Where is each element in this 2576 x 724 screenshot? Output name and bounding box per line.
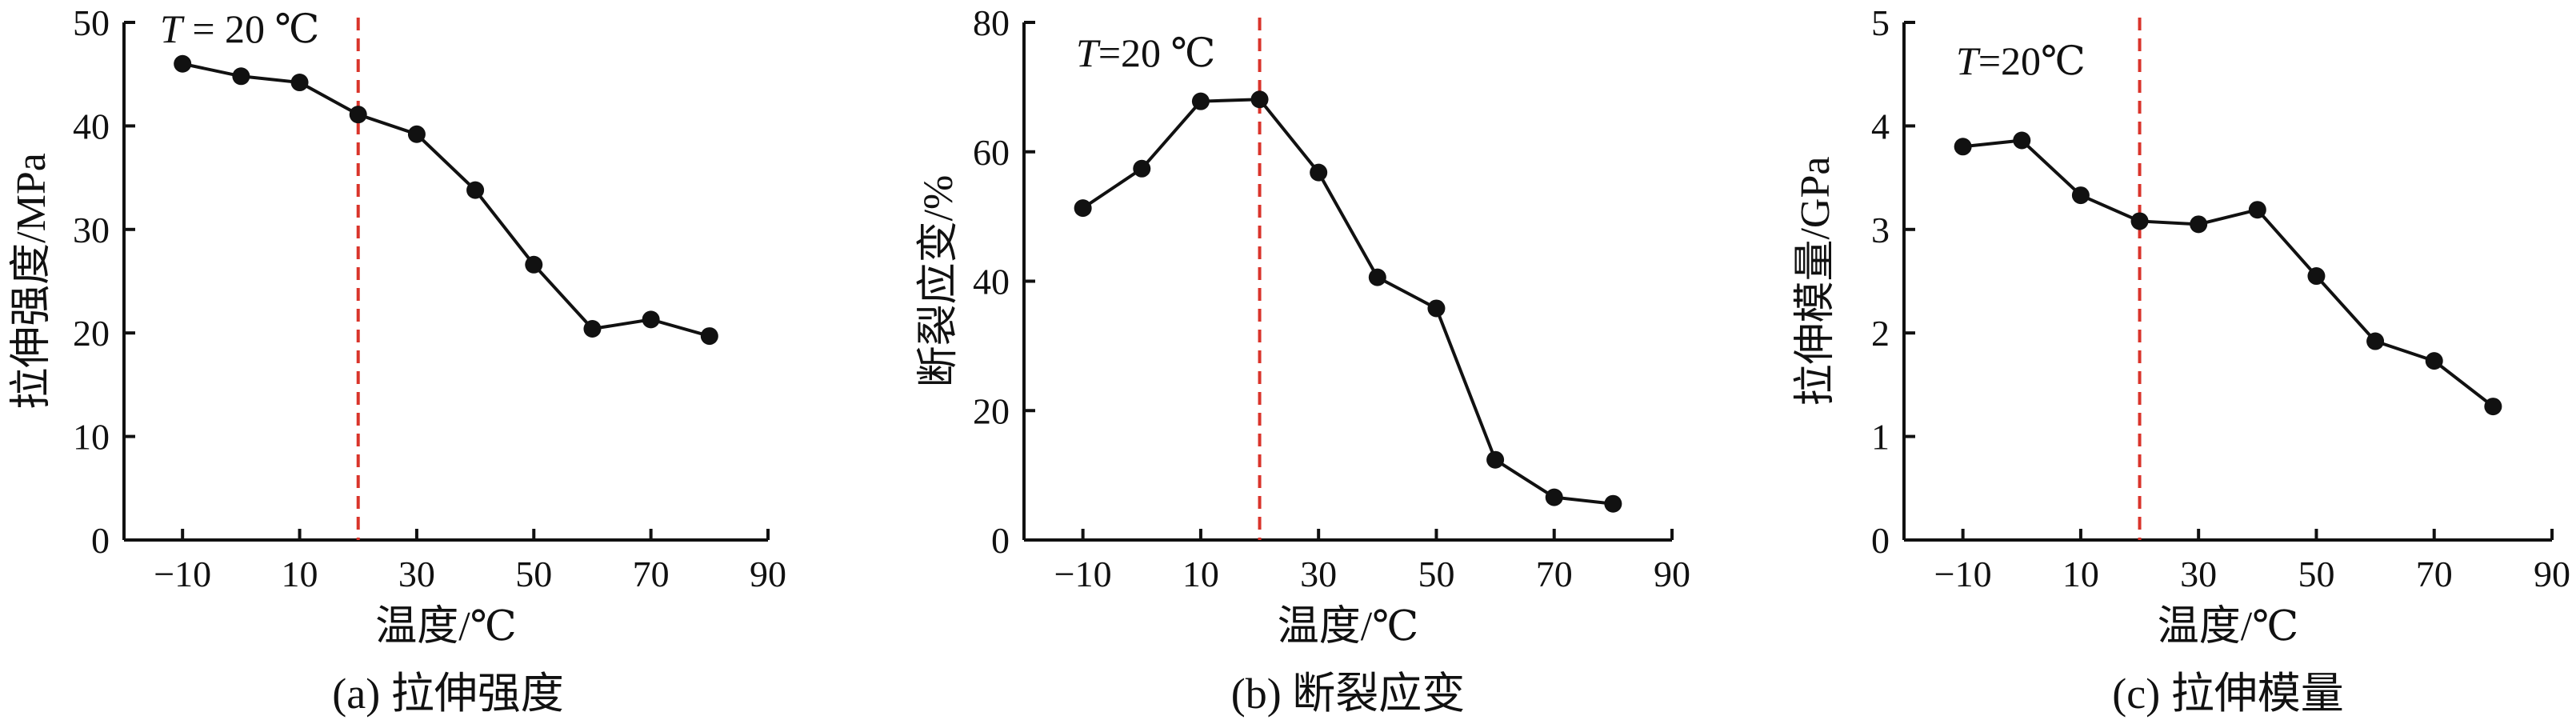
x-tick-label: 50 <box>515 554 552 594</box>
y-tick-label: 3 <box>1871 210 1890 250</box>
data-point <box>2013 131 2031 150</box>
data-point <box>1074 199 1092 218</box>
x-tick-label: 90 <box>750 554 786 594</box>
data-point <box>1427 299 1446 318</box>
y-tick-label: 1 <box>1871 417 1890 458</box>
x-axis-label: 温度/℃ <box>2158 604 2299 650</box>
x-axis-label: 温度/℃ <box>1278 604 1419 650</box>
y-tick-label: 80 <box>973 2 1010 43</box>
y-tick-label: 0 <box>91 520 110 561</box>
x-tick-label: 50 <box>2298 554 2334 594</box>
annotation-variable: T <box>1956 38 1981 83</box>
x-tick-label: −10 <box>154 554 211 594</box>
x-tick-label: −10 <box>1934 554 1992 594</box>
annotation-value: = 20 ℃ <box>182 6 320 51</box>
annotation-value: =20 ℃ <box>1098 30 1216 75</box>
data-point <box>2366 332 2385 350</box>
x-tick-label: −10 <box>1054 554 1112 594</box>
x-tick-label: 30 <box>1300 554 1337 594</box>
data-point <box>466 181 485 199</box>
y-tick-label: 40 <box>73 106 110 146</box>
y-axis-label: 拉伸模量/GPa <box>1793 156 1838 406</box>
annotation-label: T = 20 ℃ <box>160 6 319 51</box>
series-line <box>1082 98 1614 506</box>
data-point <box>642 310 660 329</box>
data-point <box>525 255 543 274</box>
x-tick-label: 70 <box>1536 554 1573 594</box>
panel-caption: (a) 拉伸强度 <box>332 670 563 718</box>
data-point <box>232 67 250 86</box>
y-tick-label: 0 <box>991 520 1010 561</box>
data-point <box>2248 201 2266 219</box>
x-tick-label: 50 <box>1418 554 1454 594</box>
panel-tensile-modulus: 0 1 2 3 4 5 −10 10 30 50 70 90 T=20℃ 拉伸模量/GPa 温度/℃ (c) … <box>1793 2 2570 718</box>
y-axis-label: 断裂应变/% <box>916 175 962 388</box>
y-tick-label: 10 <box>73 417 110 458</box>
data-point <box>2484 398 2502 416</box>
data-point <box>1133 159 1151 178</box>
data-point <box>2307 267 2326 286</box>
y-tick-label: 4 <box>1871 106 1890 146</box>
x-tick-label: 10 <box>282 554 318 594</box>
y-tick-label: 40 <box>973 262 1010 302</box>
data-point <box>1191 92 1210 110</box>
data-point <box>583 320 602 338</box>
annotation-label: T=20 ℃ <box>1076 30 1215 75</box>
data-point <box>1486 450 1505 469</box>
x-tick-label: 30 <box>398 554 435 594</box>
panel-caption: (b) 断裂应变 <box>1231 670 1465 718</box>
data-point <box>2425 352 2443 370</box>
y-tick-label: 50 <box>73 2 110 43</box>
annotation-variable: T <box>160 6 185 51</box>
series-line <box>182 62 710 338</box>
y-axis-label: 拉伸强度/MPa <box>9 153 54 410</box>
y-tick-label: 20 <box>73 313 110 354</box>
data-point <box>174 54 192 73</box>
x-tick-label: 10 <box>2062 554 2099 594</box>
x-tick-label: 70 <box>633 554 670 594</box>
y-tick-label: 20 <box>973 390 1010 431</box>
y-tick-label: 0 <box>1871 520 1890 561</box>
data-point <box>290 74 309 92</box>
panel-fracture-strain: 0 20 40 60 80 −10 10 30 50 70 90 T=20 ℃ 断裂应变/% 温度/℃ (b… <box>916 2 1690 718</box>
y-tick-label: 60 <box>973 132 1010 173</box>
data-point <box>1310 163 1328 182</box>
data-point <box>1368 268 1386 286</box>
data-point <box>1604 494 1622 513</box>
series-line <box>1962 138 2494 408</box>
annotation-value: =20℃ <box>1978 38 2086 83</box>
data-point <box>2071 186 2090 205</box>
y-tick-label: 30 <box>73 210 110 250</box>
data-point <box>2190 215 2208 234</box>
panel-tensile-strength: 0 10 20 30 40 50 −10 10 30 50 70 90 T = 20 ℃ 拉伸强度/MPa… <box>9 2 786 718</box>
x-tick-label: 90 <box>2534 554 2570 594</box>
x-axis-label: 温度/℃ <box>375 604 517 650</box>
data-point <box>407 125 426 143</box>
data-point <box>700 327 718 346</box>
annotation-variable: T <box>1076 30 1101 75</box>
y-tick-label: 5 <box>1871 2 1890 43</box>
x-tick-label: 70 <box>2416 554 2453 594</box>
x-tick-label: 90 <box>1654 554 1690 594</box>
annotation-label: T=20℃ <box>1956 38 2086 83</box>
panel-caption: (c) 拉伸模量 <box>2112 670 2343 718</box>
data-point <box>1545 488 1563 506</box>
x-tick-label: 30 <box>2180 554 2217 594</box>
y-tick-label: 2 <box>1871 313 1890 354</box>
x-tick-label: 10 <box>1182 554 1219 594</box>
data-point <box>1954 138 1972 156</box>
data-point <box>349 106 367 124</box>
data-point <box>1250 90 1269 109</box>
data-point <box>2130 212 2149 230</box>
